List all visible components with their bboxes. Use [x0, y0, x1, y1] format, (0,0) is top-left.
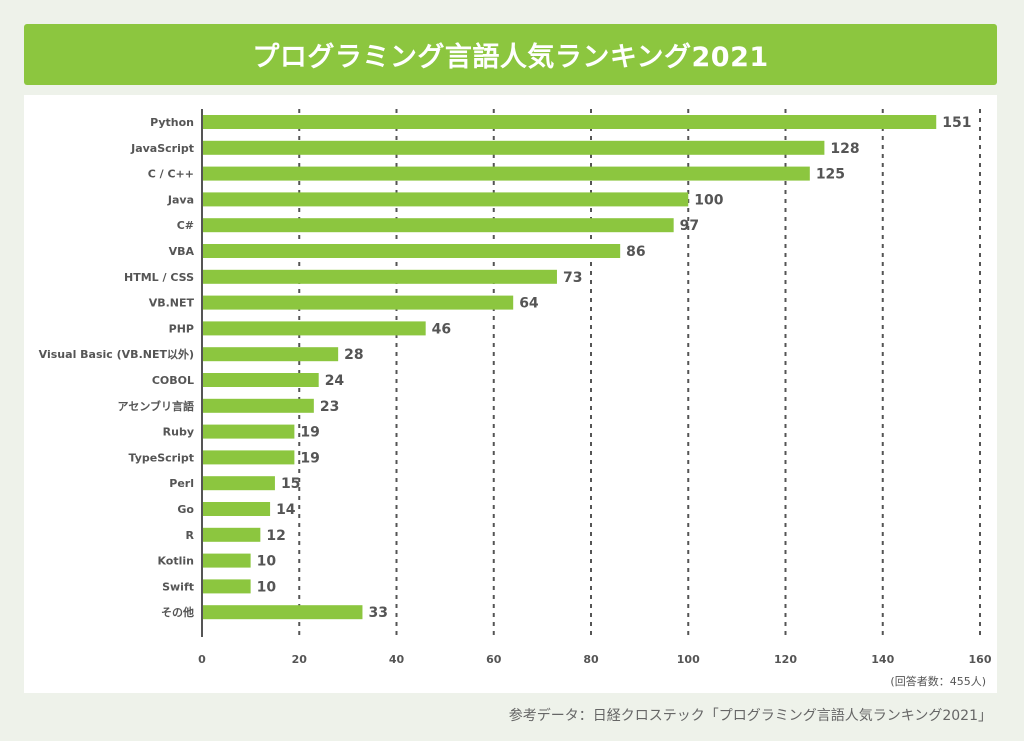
bar [202, 192, 689, 207]
category-label: C / C++ [148, 168, 194, 181]
value-label: 15 [281, 476, 300, 492]
value-label: 19 [300, 450, 319, 466]
x-tick-label: 80 [583, 653, 599, 666]
value-label: 33 [368, 605, 387, 621]
category-label: VB.NET [149, 297, 195, 310]
x-tick-label: 20 [292, 653, 308, 666]
value-label: 97 [680, 218, 699, 234]
bar [202, 502, 271, 516]
bar [202, 553, 251, 568]
source-note: 参考データ：日経クロステック「プログラミング言語人気ランキング2021」 [508, 708, 992, 724]
value-label: 14 [276, 502, 296, 518]
category-label: Ruby [163, 426, 194, 439]
bar [202, 605, 363, 620]
category-label: アセンブリ言語 [118, 399, 194, 413]
category-label: VBA [169, 245, 195, 258]
respondents-note: (回答者数：455人) [890, 674, 986, 688]
value-label: 64 [519, 296, 539, 312]
bar [202, 321, 426, 336]
bar [202, 269, 557, 284]
value-label: 10 [257, 554, 277, 570]
title-banner: プログラミング言語人気ランキング2021 [24, 24, 997, 85]
category-label: HTML / CSS [124, 271, 194, 284]
bar [202, 347, 339, 362]
x-tick-label: 100 [677, 653, 700, 666]
bar [202, 579, 251, 594]
chart-title: プログラミング言語人気ランキング2021 [252, 42, 769, 73]
x-tick-label: 40 [389, 653, 405, 666]
bar [202, 140, 825, 155]
value-label: 86 [626, 244, 645, 260]
value-label: 151 [942, 115, 971, 131]
value-label: 23 [320, 399, 339, 415]
category-label: その他 [161, 605, 194, 619]
category-label: Swift [162, 580, 194, 593]
bar [202, 424, 295, 439]
bar [202, 166, 810, 181]
category-label: R [186, 529, 195, 542]
category-label: JavaScript [130, 142, 194, 155]
category-label: Python [150, 116, 194, 129]
chart-panel: Python 151 JavaScript 128 C / C++ 125 Java 100 C… [24, 95, 997, 693]
x-tick-label: 0 [198, 653, 206, 666]
x-tick-label: 120 [774, 653, 797, 666]
category-label: Java [167, 193, 194, 206]
category-label: Visual Basic (VB.NET以外) [39, 347, 194, 361]
bar [202, 527, 261, 542]
value-label: 46 [432, 321, 451, 337]
x-tick-label: 140 [871, 653, 894, 666]
value-label: 128 [830, 141, 859, 157]
category-label: Kotlin [157, 555, 194, 568]
bar [202, 476, 275, 491]
bar [202, 244, 621, 258]
bar [202, 218, 674, 233]
value-label: 28 [344, 347, 363, 363]
value-label: 10 [257, 579, 277, 595]
value-label: 100 [694, 192, 723, 208]
category-label: PHP [169, 322, 194, 335]
category-label: Perl [169, 477, 194, 490]
bar [202, 398, 314, 413]
category-label: COBOL [152, 374, 194, 387]
category-label: TypeScript [129, 451, 194, 464]
bar [202, 450, 295, 465]
bar [202, 295, 514, 310]
value-label: 73 [563, 270, 582, 286]
value-label: 19 [300, 425, 319, 441]
bar [202, 115, 937, 129]
category-label: C# [177, 219, 194, 232]
bar [202, 373, 319, 387]
x-tick-label: 60 [486, 653, 502, 666]
value-label: 12 [266, 528, 285, 544]
x-tick-label: 160 [969, 653, 992, 666]
value-label: 125 [816, 167, 845, 183]
value-label: 24 [325, 373, 345, 389]
category-label: Go [177, 503, 194, 516]
